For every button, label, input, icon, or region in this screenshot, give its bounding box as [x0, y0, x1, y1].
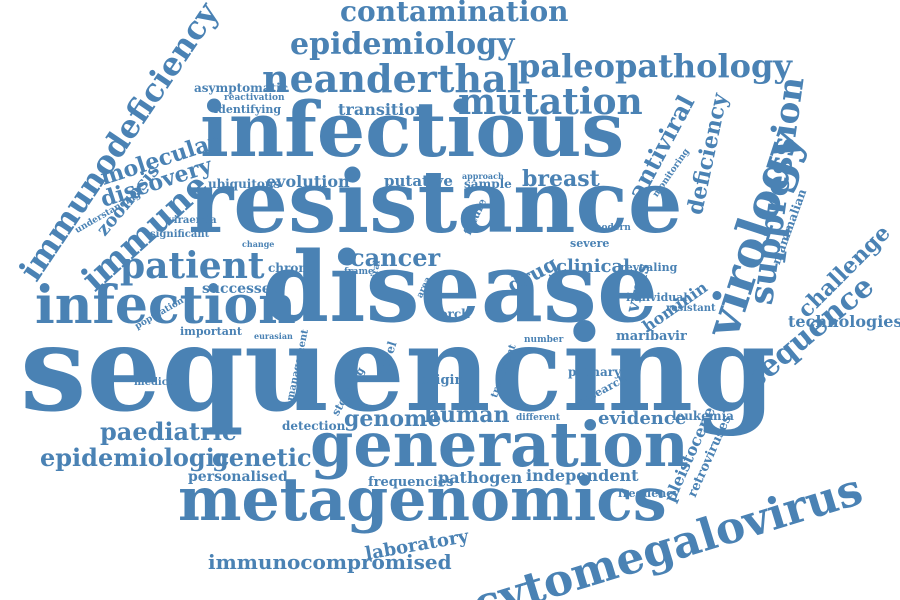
word: patient: [120, 245, 265, 287]
word: sequencing: [20, 299, 776, 438]
word: immunocompromised: [208, 550, 452, 574]
word: sample: [464, 177, 512, 191]
word: reactivation: [224, 93, 285, 103]
word: breast: [522, 166, 600, 192]
word: different: [516, 413, 560, 423]
word: cancer: [350, 243, 441, 272]
word: chronic: [268, 261, 319, 275]
word: revealing: [620, 261, 678, 274]
word: mutation: [458, 81, 643, 123]
word: infectious: [200, 85, 625, 174]
word: generation: [310, 408, 689, 481]
word: identifying: [214, 103, 282, 116]
word: transition: [338, 100, 427, 119]
word: modern: [592, 223, 631, 233]
word: frequency: [618, 487, 680, 500]
word: significant: [150, 229, 210, 240]
word: putative: [384, 172, 453, 190]
word: neanderthal: [262, 56, 522, 101]
word: personalised: [188, 469, 288, 485]
word: torch: [434, 307, 470, 321]
word: asymptomatic: [194, 81, 289, 95]
word: paleopathology: [518, 47, 792, 85]
word: metagenomics: [178, 465, 667, 535]
word: ubiquitous: [208, 177, 281, 191]
word: medicine: [134, 377, 186, 388]
word: approach: [462, 171, 504, 181]
word: infection: [35, 275, 296, 336]
word: independent: [526, 466, 639, 485]
word: clinical: [556, 256, 631, 277]
word: contamination: [340, 0, 569, 28]
word: origin: [420, 373, 464, 388]
word: important: [180, 325, 242, 338]
word: technologies: [788, 312, 900, 331]
word: eurasian: [254, 331, 293, 341]
word: epidemiology: [290, 27, 515, 62]
word: change: [242, 239, 275, 249]
word: evolution: [266, 172, 350, 191]
word: number: [524, 335, 564, 345]
word: resistance: [188, 152, 683, 253]
word: severe: [570, 237, 610, 250]
word: leukemia: [672, 409, 734, 423]
word: genetic: [212, 443, 312, 472]
word: resistant: [666, 303, 716, 314]
word: frame: [344, 267, 374, 277]
word: frequencies: [368, 475, 454, 490]
word: paediatric: [100, 417, 237, 446]
word: primary: [568, 365, 622, 379]
word: individual: [626, 291, 688, 304]
word: evidence: [598, 408, 687, 429]
word: pathogen: [438, 468, 523, 487]
word: maribavir: [616, 329, 687, 344]
word: detection: [282, 419, 346, 433]
word: genome: [344, 406, 442, 432]
word: epidemiologic: [40, 443, 230, 472]
word: human: [424, 402, 510, 428]
word: disease: [262, 231, 659, 344]
word: successes: [202, 281, 279, 297]
word: viraemia: [168, 215, 217, 226]
